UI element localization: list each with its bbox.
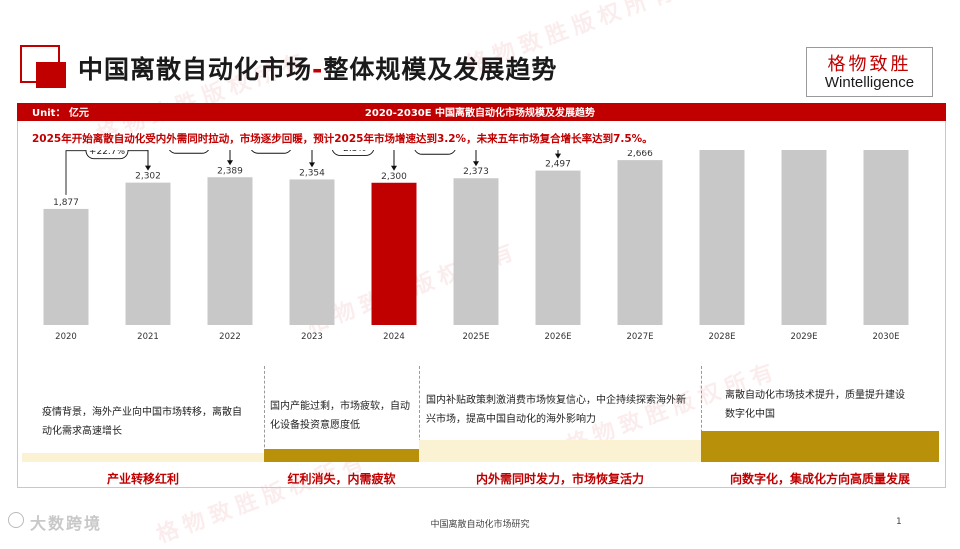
phase-bar-2 xyxy=(264,449,419,462)
bar xyxy=(699,150,745,325)
growth-bubble xyxy=(414,150,456,155)
logo-cn: 格物致胜 xyxy=(827,54,912,75)
category-label: 2025E xyxy=(462,332,489,342)
segment-text-1: 疫情背景，海外产业向中国市场转移，离散自动化需求高速增长 xyxy=(42,407,242,437)
brand-logo: 格物致胜 Wintelligence xyxy=(806,47,933,97)
growth-label: -1.5% xyxy=(258,150,285,152)
watermark: 格物致胜版权所有 xyxy=(463,0,683,79)
bar xyxy=(453,178,499,325)
category-label: 2023 xyxy=(301,332,323,342)
chart-frame xyxy=(17,121,946,488)
segment-text-3: 国内补贴政策刺激消费市场恢复信心，中企持续探索海外新兴市场，提高中国自动化的海外… xyxy=(426,395,686,425)
phase-bar-1 xyxy=(22,453,264,462)
segment-divider xyxy=(419,366,420,462)
growth-connector xyxy=(475,150,559,165)
category-label: 2021 xyxy=(137,332,159,342)
category-label: 2027E xyxy=(626,332,653,342)
bar xyxy=(617,160,663,325)
chart-title: 2020-2030E 中国离散自动化市场规模及发展趋势 xyxy=(364,108,596,119)
unit-label: Unit： 亿元 xyxy=(32,108,89,119)
summary-note: 2025年开始离散自动化受内外需同时拉动，市场逐步回暖，预计2025年市场增速达… xyxy=(32,133,653,145)
phase-label-2: 红利消失，内需疲软 xyxy=(287,472,396,486)
segment-divider xyxy=(264,366,265,462)
logo-en: Wintelligence xyxy=(824,74,915,91)
phase-label-4: 向数字化，集成化方向高质量发展 xyxy=(729,472,910,486)
growth-label: +3.2% xyxy=(420,150,451,153)
page-number: 1 xyxy=(896,517,902,527)
growth-bubble xyxy=(251,150,291,154)
category-label: 2026E xyxy=(544,332,571,342)
phase-label-3: 内外需同时发力，市场恢复活力 xyxy=(475,472,644,486)
bar xyxy=(43,208,89,325)
bar xyxy=(535,170,581,325)
category-label: 2029E xyxy=(790,332,817,342)
bar xyxy=(371,182,417,325)
page-title: 中国离散自动化市场-整体规模及发展趋势 xyxy=(78,50,557,86)
title-main: 中国离散自动化市场 xyxy=(78,55,313,84)
bar xyxy=(863,150,909,325)
segment-divider xyxy=(701,366,702,462)
value-label: 2,373 xyxy=(463,167,489,177)
growth-label: +3.8% xyxy=(174,150,205,152)
bar xyxy=(125,182,171,325)
phase-bar-4 xyxy=(701,431,939,462)
value-label: 2,666 xyxy=(627,150,653,159)
footer-brand: 大数跨境 xyxy=(30,514,103,533)
phase-label-1: 产业转移红利 xyxy=(106,472,179,486)
growth-label: -2.3% xyxy=(340,150,367,154)
corner-filled-square xyxy=(36,62,66,88)
title-sub: 整体规模及发展趋势 xyxy=(323,55,558,84)
chart-banner xyxy=(17,103,946,121)
footer-logo-icon xyxy=(8,512,24,528)
growth-bubble xyxy=(331,150,375,156)
category-label: 2030E xyxy=(872,332,899,342)
growth-bubble xyxy=(85,150,129,160)
segment-text-2: 国内产能过剩，市场疲软，自动化设备投资意愿度低 xyxy=(270,401,410,431)
value-label: 1,877 xyxy=(53,198,79,208)
category-label: 2020 xyxy=(55,332,77,342)
value-label: 2,497 xyxy=(545,160,571,170)
category-label: 2022 xyxy=(219,332,241,342)
value-label: 2,389 xyxy=(217,166,243,176)
bar-chart: 1,877 2020 2,302 2021 2,389 2022 2,354 2023 2,30… xyxy=(43,150,909,342)
bar xyxy=(289,179,335,325)
growth-bubble xyxy=(169,150,209,154)
value-label: 2,302 xyxy=(135,172,161,182)
bar xyxy=(207,177,253,325)
footer-center: 中国离散自动化市场研究 xyxy=(430,520,530,530)
segment-text-4: 离散自动化市场技术提升，质量提升建设数字化中国 xyxy=(725,390,905,420)
category-label: 2028E xyxy=(708,332,735,342)
category-label: 2024 xyxy=(383,332,405,342)
phase-bar-3 xyxy=(419,440,701,462)
title-dash: - xyxy=(312,55,324,84)
bar xyxy=(781,150,827,325)
value-label: 2,300 xyxy=(381,172,407,182)
growth-label: +22.7% xyxy=(89,150,126,157)
value-label: 2,354 xyxy=(299,168,325,178)
